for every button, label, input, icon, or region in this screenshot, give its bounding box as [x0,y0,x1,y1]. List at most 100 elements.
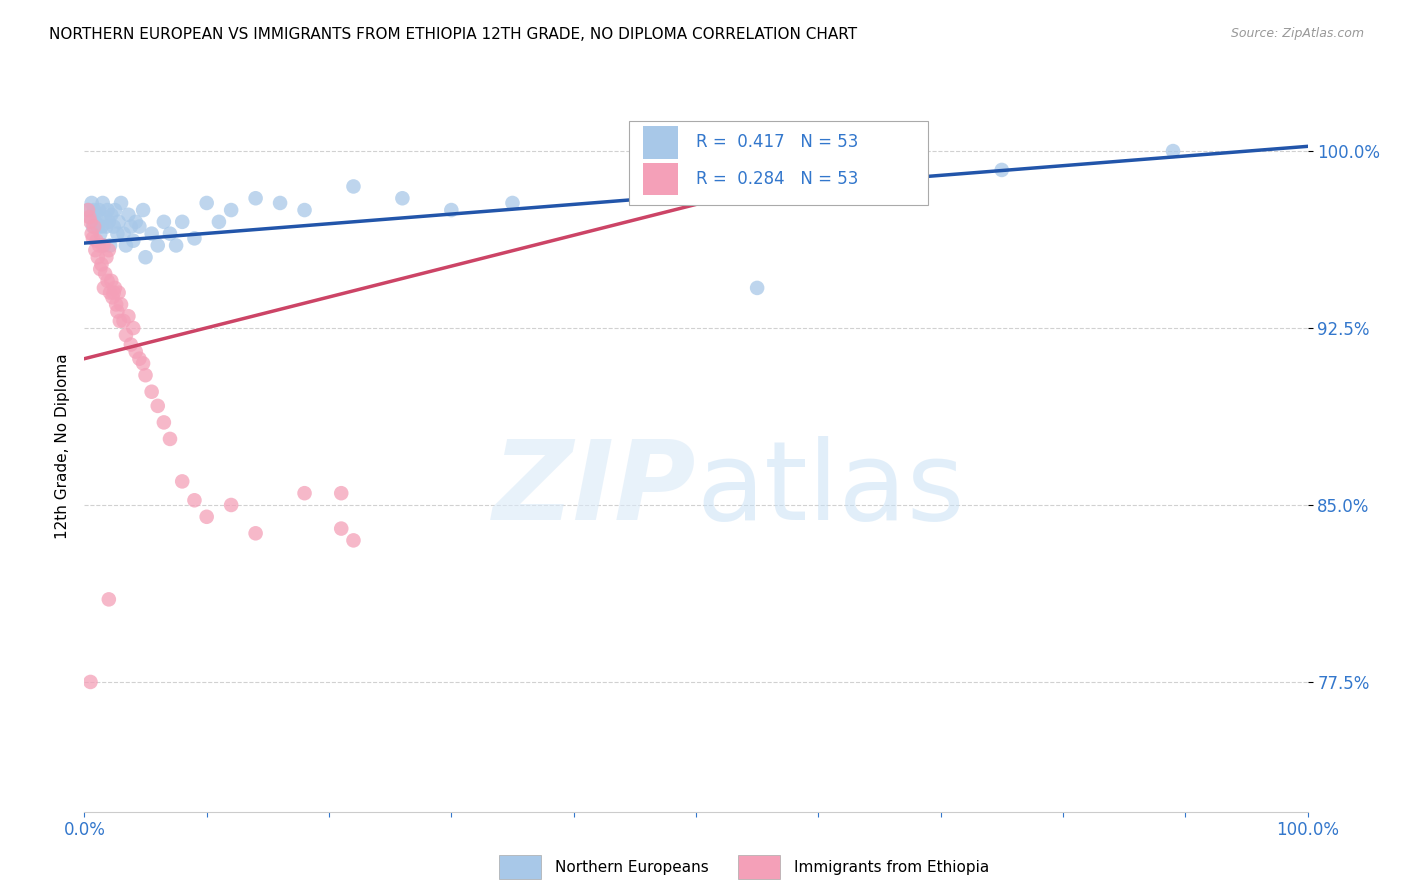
Point [97,243,120,257]
Point [120,219,142,234]
Point [80,227,103,241]
Point [97,215,120,229]
Point [120,337,142,351]
Point [100,274,122,288]
Point [747,281,769,295]
Point [90,219,112,234]
Point [132,202,155,217]
FancyBboxPatch shape [644,162,678,195]
Point [91,238,114,252]
Point [86,208,108,222]
Point [172,215,194,229]
Point [342,533,364,548]
Point [100,208,122,222]
Point [135,368,157,383]
Point [79,215,101,229]
Point [90,257,112,271]
Point [141,384,163,399]
Point [86,234,108,248]
Point [77,210,100,224]
Y-axis label: 12th Grade, No Diploma: 12th Grade, No Diploma [55,353,70,539]
Point [128,351,150,366]
Point [183,231,205,245]
Point [115,328,138,343]
Point [195,509,218,524]
FancyBboxPatch shape [644,126,678,159]
Point [103,285,125,300]
Point [135,250,157,264]
Point [104,281,127,295]
Point [96,250,118,264]
Point [97,274,120,288]
Point [107,285,129,300]
Point [115,238,138,252]
Point [122,321,145,335]
Point [91,196,114,211]
Point [342,179,364,194]
Point [245,191,267,205]
Text: NORTHERN EUROPEAN VS IMMIGRANTS FROM ETHIOPIA 12TH GRADE, NO DIPLOMA CORRELATION: NORTHERN EUROPEAN VS IMMIGRANTS FROM ETH… [49,27,858,42]
Point [97,202,120,217]
Point [1161,144,1184,158]
Point [391,191,413,205]
Point [294,486,316,500]
Point [77,202,100,217]
Point [105,304,128,318]
Point [153,416,176,430]
Point [82,219,104,234]
Point [159,432,181,446]
Point [79,210,101,224]
Text: Source: ZipAtlas.com: Source: ZipAtlas.com [1230,27,1364,40]
Point [125,344,148,359]
Point [112,314,135,328]
Point [96,219,118,234]
Point [112,227,135,241]
Point [101,290,124,304]
Point [105,227,128,241]
Point [132,356,155,370]
Text: R =  0.417   N = 53: R = 0.417 N = 53 [696,134,858,152]
Point [183,493,205,508]
Point [125,215,148,229]
Point [84,243,107,257]
Text: Immigrants from Ethiopia: Immigrants from Ethiopia [794,860,990,874]
Point [98,285,121,300]
Text: atlas: atlas [696,436,965,543]
Point [219,202,242,217]
Point [440,202,463,217]
Point [159,227,181,241]
Point [94,210,117,224]
Point [80,196,103,211]
Point [153,215,176,229]
Point [93,281,115,295]
Point [165,238,187,252]
Point [122,234,145,248]
Point [104,202,127,217]
Point [128,219,150,234]
Point [269,196,291,211]
Point [89,262,111,277]
Point [97,592,120,607]
Point [105,297,128,311]
Point [87,219,110,234]
Point [93,238,115,252]
Point [82,231,104,245]
Point [84,215,107,229]
Point [195,196,218,211]
Point [108,314,131,328]
Point [103,219,125,234]
Text: R =  0.284   N = 53: R = 0.284 N = 53 [696,170,858,188]
Point [89,227,111,241]
Point [219,498,242,512]
Point [502,196,524,211]
Point [94,267,117,281]
Point [87,202,110,217]
FancyBboxPatch shape [628,120,928,204]
Point [83,202,105,217]
Point [991,163,1014,178]
Point [208,215,231,229]
Point [83,219,105,234]
Text: Northern Europeans: Northern Europeans [555,860,709,874]
Point [77,202,100,217]
Point [330,486,353,500]
